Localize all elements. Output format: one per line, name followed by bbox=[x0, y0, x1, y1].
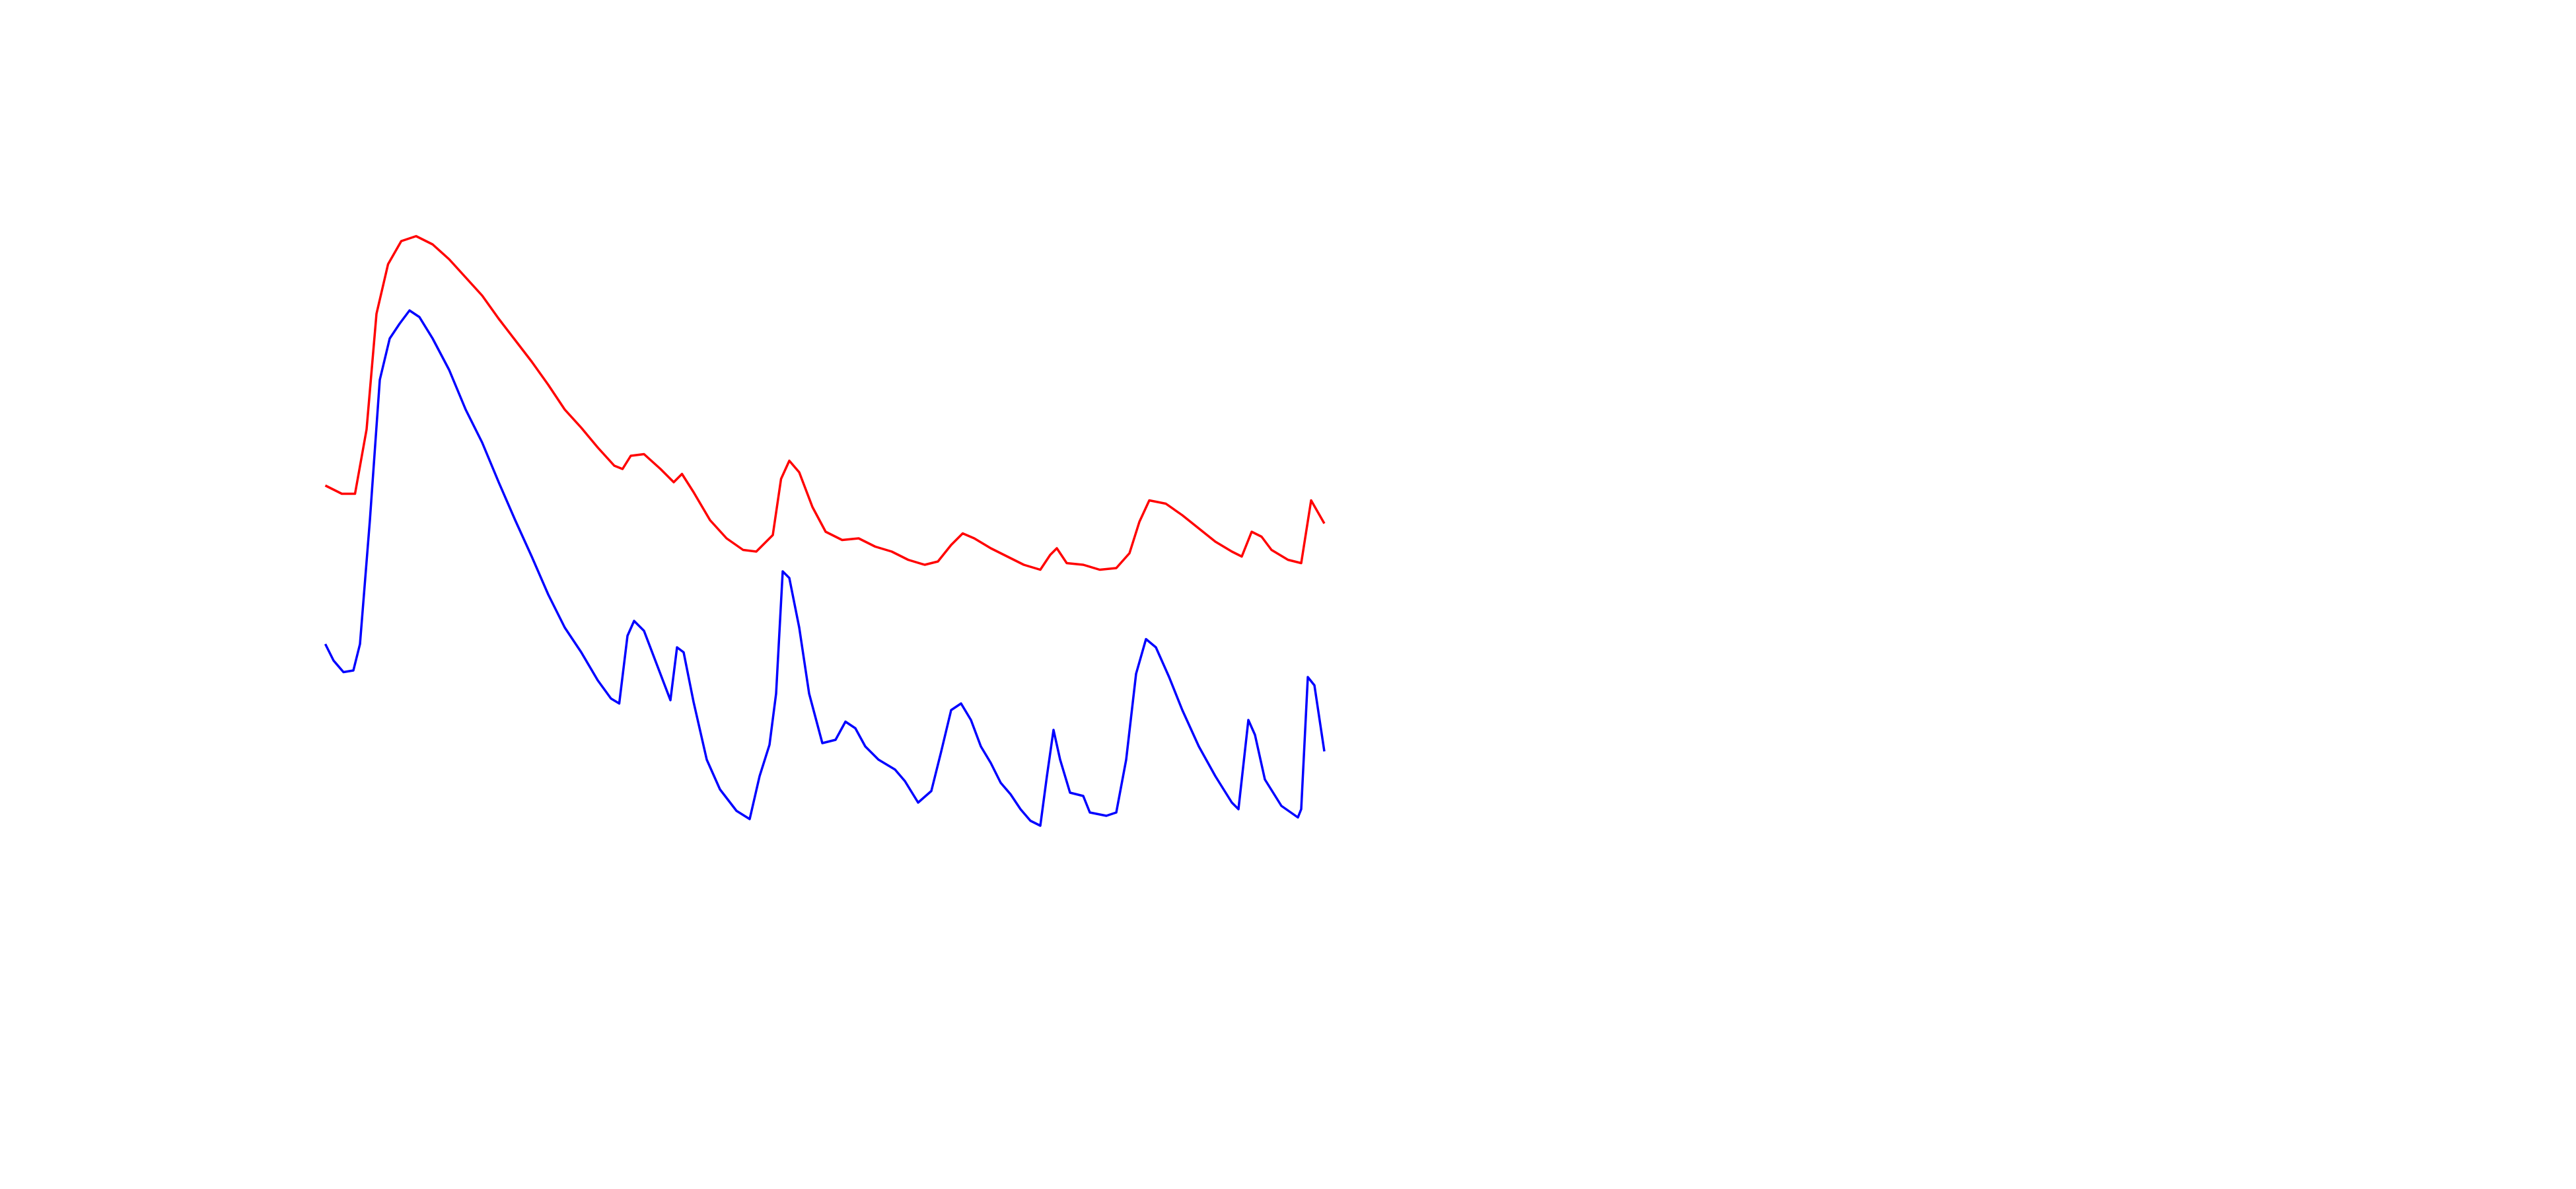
line-series bbox=[324, 234, 1326, 571]
line-series bbox=[324, 309, 1326, 827]
